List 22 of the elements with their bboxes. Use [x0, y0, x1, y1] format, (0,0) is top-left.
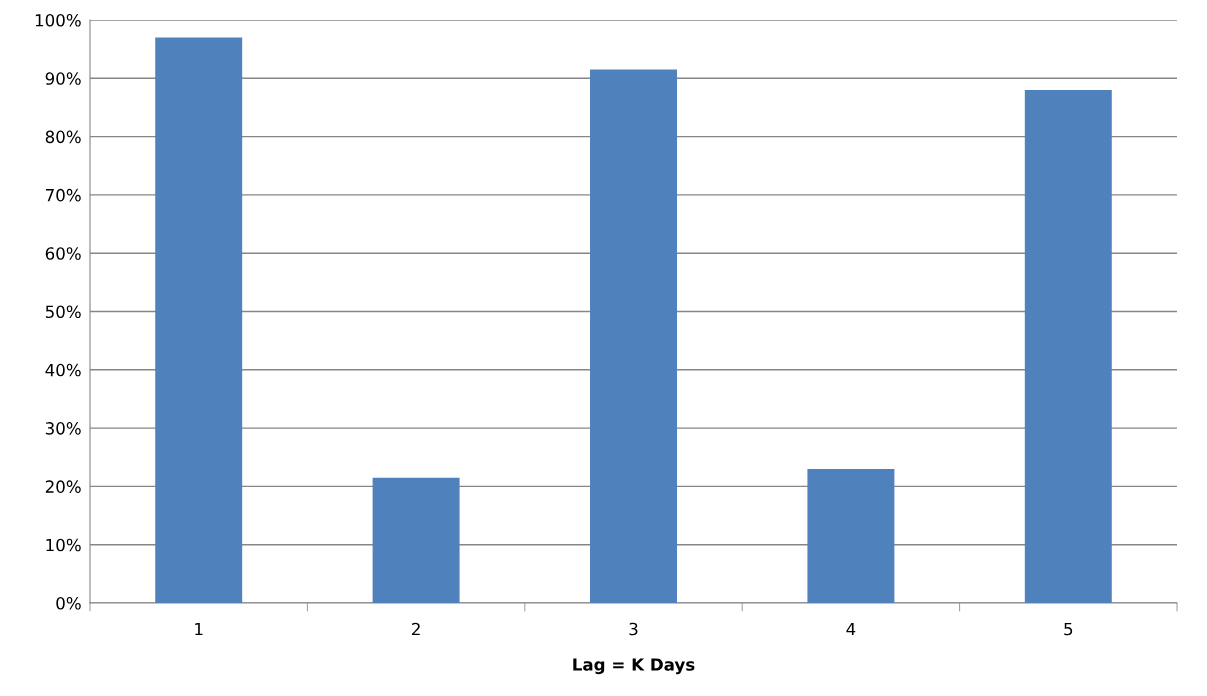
- y-tick-label: 50%: [45, 305, 81, 319]
- bar: [155, 37, 243, 603]
- y-tick-label: 20%: [45, 480, 81, 493]
- bar: [1024, 89, 1112, 603]
- x-axis-title: Lag = K Days: [573, 658, 695, 675]
- bar: [372, 477, 460, 603]
- y-tick-label: 10%: [46, 538, 81, 552]
- y-tick-label: 90%: [45, 72, 81, 85]
- x-tick-label: 2: [412, 622, 420, 636]
- x-tick-label: 1: [195, 622, 203, 636]
- y-tick-label: 0%: [56, 596, 81, 610]
- x-tick-label: 4: [846, 622, 856, 636]
- y-tick-label: 40%: [45, 363, 81, 377]
- y-tick-label: 30%: [45, 422, 81, 435]
- y-tick-label: 70%: [45, 188, 81, 202]
- bar: [590, 69, 677, 603]
- y-tick-label: 100%: [35, 13, 81, 27]
- x-tick-label: 3: [629, 622, 638, 636]
- bar: [807, 468, 895, 603]
- y-tick-label: 80%: [45, 130, 81, 144]
- y-tick-label: 60%: [45, 247, 81, 260]
- x-tick-label: 5: [1064, 622, 1073, 636]
